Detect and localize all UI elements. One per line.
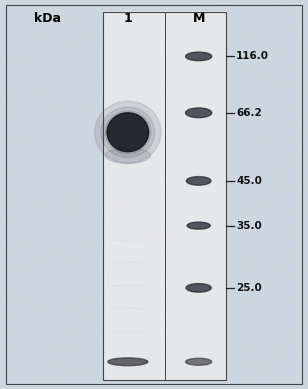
Ellipse shape [107, 113, 149, 152]
Ellipse shape [108, 358, 148, 366]
Ellipse shape [185, 52, 212, 61]
Ellipse shape [187, 222, 210, 229]
Text: 35.0: 35.0 [236, 221, 262, 231]
Ellipse shape [186, 284, 211, 292]
Ellipse shape [101, 107, 155, 158]
Text: 45.0: 45.0 [236, 176, 262, 186]
Text: 66.2: 66.2 [236, 108, 262, 118]
Ellipse shape [186, 177, 211, 185]
Ellipse shape [105, 148, 151, 163]
Bar [103, 12, 226, 380]
Ellipse shape [95, 101, 161, 163]
Text: 116.0: 116.0 [236, 51, 269, 61]
Ellipse shape [185, 108, 212, 118]
Text: 1: 1 [124, 12, 132, 25]
Ellipse shape [105, 111, 151, 154]
Text: 25.0: 25.0 [236, 283, 262, 293]
Text: kDa: kDa [34, 12, 61, 25]
Text: M: M [192, 12, 205, 25]
Ellipse shape [185, 358, 212, 365]
